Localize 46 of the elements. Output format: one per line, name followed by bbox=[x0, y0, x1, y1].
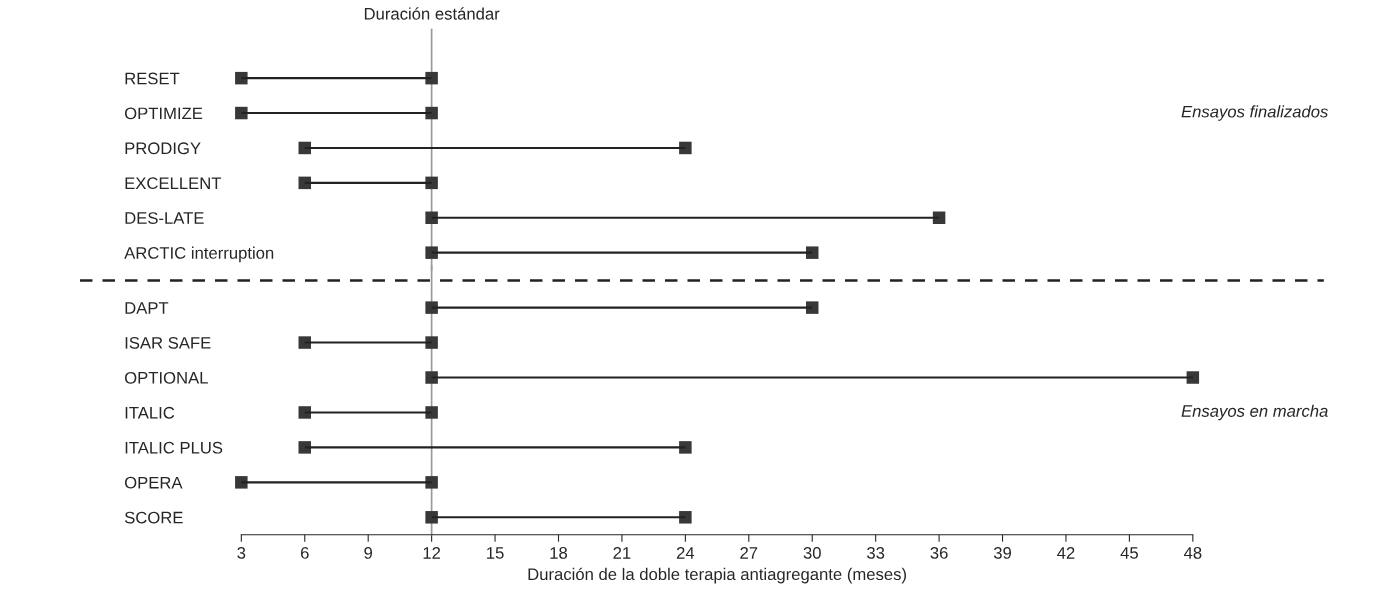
x-tick-label: 3 bbox=[237, 547, 246, 559]
bar bbox=[241, 77, 432, 80]
ref-line-label: Duración estándar bbox=[364, 7, 500, 20]
y-tick-label: ITALIC bbox=[125, 406, 175, 419]
bar bbox=[304, 146, 686, 149]
x-tick-label: 30 bbox=[803, 547, 821, 559]
x-tick-label: 15 bbox=[487, 547, 504, 559]
bar bbox=[431, 376, 1193, 379]
y-tick-label: SCORE bbox=[124, 511, 183, 524]
x-tick-label: 9 bbox=[364, 547, 373, 559]
y-tick-label: DAPT bbox=[125, 302, 169, 314]
bar bbox=[241, 112, 432, 115]
bar bbox=[431, 216, 940, 219]
bar bbox=[431, 516, 686, 519]
x-tick-label: 18 bbox=[550, 547, 568, 559]
bar bbox=[304, 446, 686, 449]
x-tick-label: 21 bbox=[613, 547, 631, 559]
bar bbox=[304, 181, 432, 184]
y-tick-label: OPTIONAL bbox=[124, 371, 208, 384]
bar bbox=[431, 306, 813, 309]
x-axis-title: Duración de la doble terapia antiagregante (meses) bbox=[528, 567, 906, 584]
x-tick-label: 33 bbox=[867, 547, 885, 559]
y-tick-label: PRODIGY bbox=[125, 142, 201, 155]
y-tick-label: DES-LATE bbox=[125, 212, 204, 224]
x-tick-label: 48 bbox=[1183, 547, 1202, 559]
x-tick-label: 39 bbox=[993, 547, 1012, 559]
x-tick-label: 36 bbox=[930, 547, 948, 559]
x-tick-label: 45 bbox=[1120, 547, 1138, 559]
bar bbox=[304, 411, 432, 414]
annotation: Ensayos en marcha bbox=[1181, 404, 1328, 421]
y-tick-label: OPTIMIZE bbox=[124, 107, 203, 120]
annotation: Ensayos finalizados bbox=[1181, 105, 1328, 121]
y-tick-label: ISAR SAFE bbox=[125, 336, 211, 349]
bar bbox=[431, 251, 813, 254]
y-tick-label: EXCELLENT bbox=[125, 177, 222, 190]
bar bbox=[304, 341, 432, 344]
x-tick-label: 24 bbox=[676, 547, 695, 559]
x-tick-label: 27 bbox=[740, 547, 758, 559]
y-tick-label: RESET bbox=[125, 72, 180, 85]
y-tick-label: ITALIC PLUS bbox=[125, 441, 223, 454]
x-tick-label: 12 bbox=[423, 547, 441, 559]
x-tick-label: 6 bbox=[300, 547, 309, 559]
y-tick-label: ARCTIC interruption bbox=[124, 246, 274, 263]
x-tick-label: 42 bbox=[1057, 547, 1075, 559]
y-tick-label: OPERA bbox=[124, 476, 183, 489]
bar bbox=[241, 481, 432, 484]
